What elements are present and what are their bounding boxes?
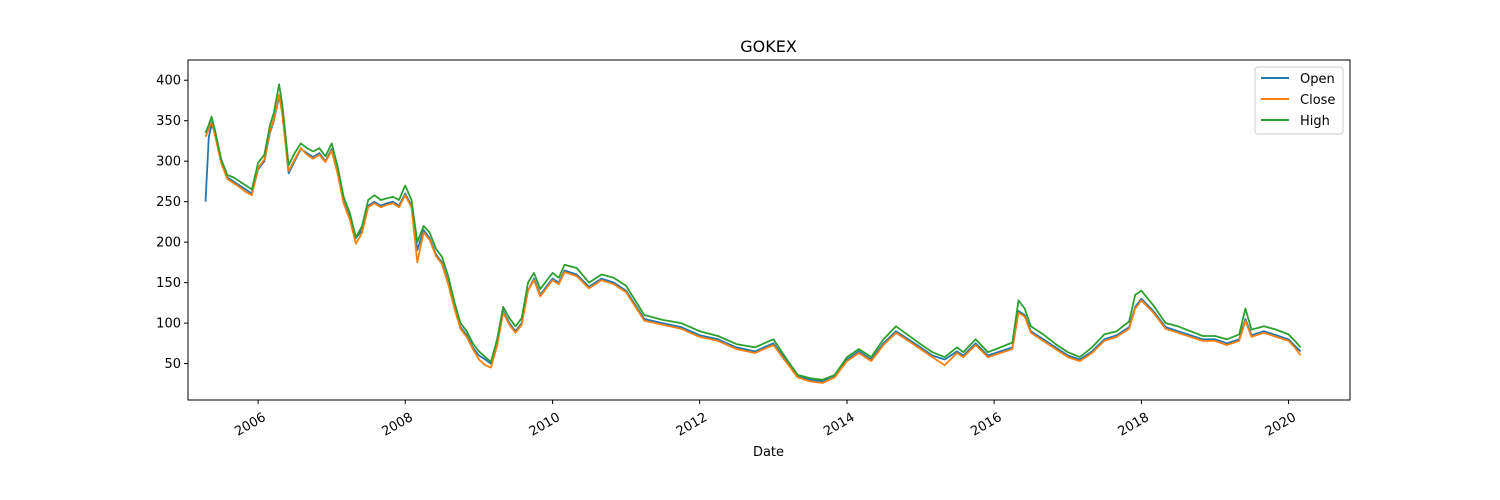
series-line-open: [204, 95, 1302, 383]
plot-frame: [187, 59, 1351, 401]
y-tick-label: 350: [156, 114, 181, 129]
legend-label-high: High: [1300, 114, 1330, 129]
y-tick-label: 250: [156, 195, 181, 210]
y-tick-label: 150: [156, 276, 181, 291]
legend-label-close: Close: [1300, 93, 1335, 108]
y-tick-label: 400: [156, 74, 181, 89]
y-tick-label: 100: [156, 317, 181, 332]
legend: Open Close High: [1254, 66, 1344, 135]
x-axis-label: Date: [753, 445, 784, 460]
chart-title: GOKEX: [740, 37, 797, 56]
legend-box: [1254, 66, 1344, 135]
y-tick-label: 200: [156, 236, 181, 251]
series-line-high: [204, 83, 1302, 381]
series-line-close: [204, 93, 1302, 384]
legend-label-open: Open: [1300, 72, 1335, 87]
y-tick-label: 50: [164, 357, 181, 372]
y-axis: 50 100 150 200 250 300 350 400: [156, 74, 188, 372]
y-tick-label: 300: [156, 155, 181, 170]
